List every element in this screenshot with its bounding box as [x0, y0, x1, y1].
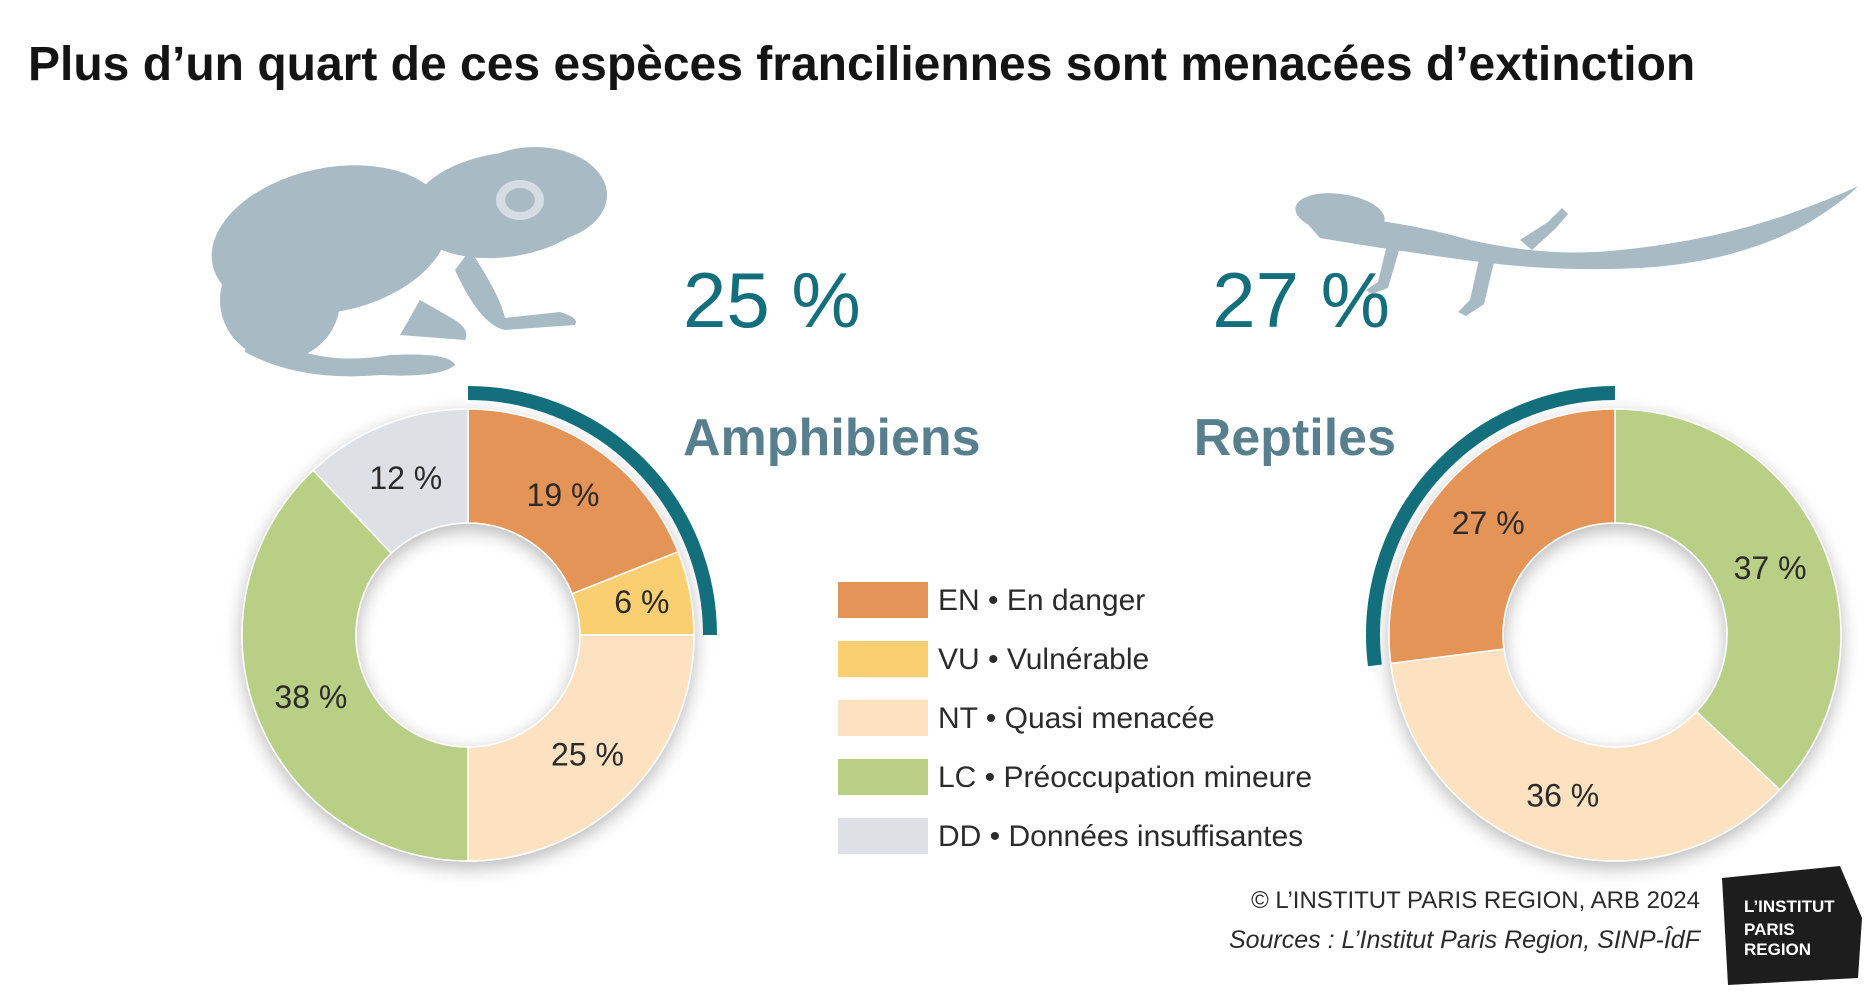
reptiles-slice-label-lc: 37 % [1734, 550, 1807, 586]
threat-arc-reptiles [1366, 386, 1615, 667]
amphibiens-slice-label-dd: 12 % [369, 460, 442, 496]
legend-label-en: EN • En danger [938, 584, 1145, 617]
copyright-text: © L’INSTITUT PARIS REGION, ARB 2024 [1251, 887, 1700, 914]
reptiles-slice-nt [1389, 648, 1781, 862]
legend-swatch-nt [838, 700, 928, 736]
donut-reptiles [1388, 408, 1842, 862]
reptiles-slice-lc [1614, 408, 1842, 791]
amphibiens-slice-label-nt: 25 % [551, 737, 624, 773]
donut-amphibiens [241, 408, 695, 862]
legend-label-vu: VU • Vulnérable [938, 643, 1149, 676]
institut-logo: L’INSTITUT PARIS REGION [1722, 866, 1862, 985]
legend-swatch-vu [838, 641, 928, 677]
logo-line-2: PARIS [1744, 920, 1795, 939]
amphibiens-label: Amphibiens [683, 409, 981, 467]
reptiles-slice-en [1388, 408, 1616, 665]
legend: EN • En danger VU • Vulnérable NT • Quasi … [838, 582, 1312, 854]
reptiles-slice-label-nt: 36 % [1526, 778, 1599, 814]
legend-swatch-lc [838, 759, 928, 795]
amphibiens-slice-label-vu: 6 % [614, 584, 669, 620]
amphibiens-threat-percent: 25 % [683, 256, 861, 344]
amphibiens-slice-nt [467, 634, 695, 862]
legend-label-dd: DD • Données insuffisantes [938, 820, 1303, 853]
threat-arc-amphibiens [467, 386, 717, 636]
lizard-icon [1295, 186, 1858, 316]
labels-reptiles: 37 % 36 % 27 % [1452, 505, 1807, 813]
amphibiens-slice-dd [312, 408, 469, 555]
legend-label-nt: NT • Quasi menacée [938, 702, 1215, 735]
frog-eye [496, 180, 544, 220]
amphibiens-slice-lc [241, 469, 469, 862]
legend-swatch-en [838, 582, 928, 618]
amphibiens-slice-en [467, 408, 680, 595]
amphibiens-slice-label-en: 19 % [527, 477, 600, 513]
reptiles-threat-percent: 27 % [1212, 256, 1390, 344]
labels-amphibiens: 19 % 6 % 25 % 38 % 12 % [274, 460, 669, 773]
sources-text: Sources : L’Institut Paris Region, SINP-… [1229, 925, 1702, 954]
amphibiens-slice-label-lc: 38 % [274, 679, 347, 715]
logo-line-1: L’INSTITUT [1744, 897, 1835, 916]
frog-icon [211, 147, 607, 377]
reptiles-label: Reptiles [1194, 409, 1396, 467]
chart-title: Plus d’un quart de ces espèces francilie… [28, 38, 1695, 91]
logo-line-3: REGION [1744, 940, 1811, 959]
legend-label-lc: LC • Préoccupation mineure [938, 761, 1312, 794]
reptiles-slice-label-en: 27 % [1452, 505, 1525, 541]
legend-swatch-dd [838, 818, 928, 854]
